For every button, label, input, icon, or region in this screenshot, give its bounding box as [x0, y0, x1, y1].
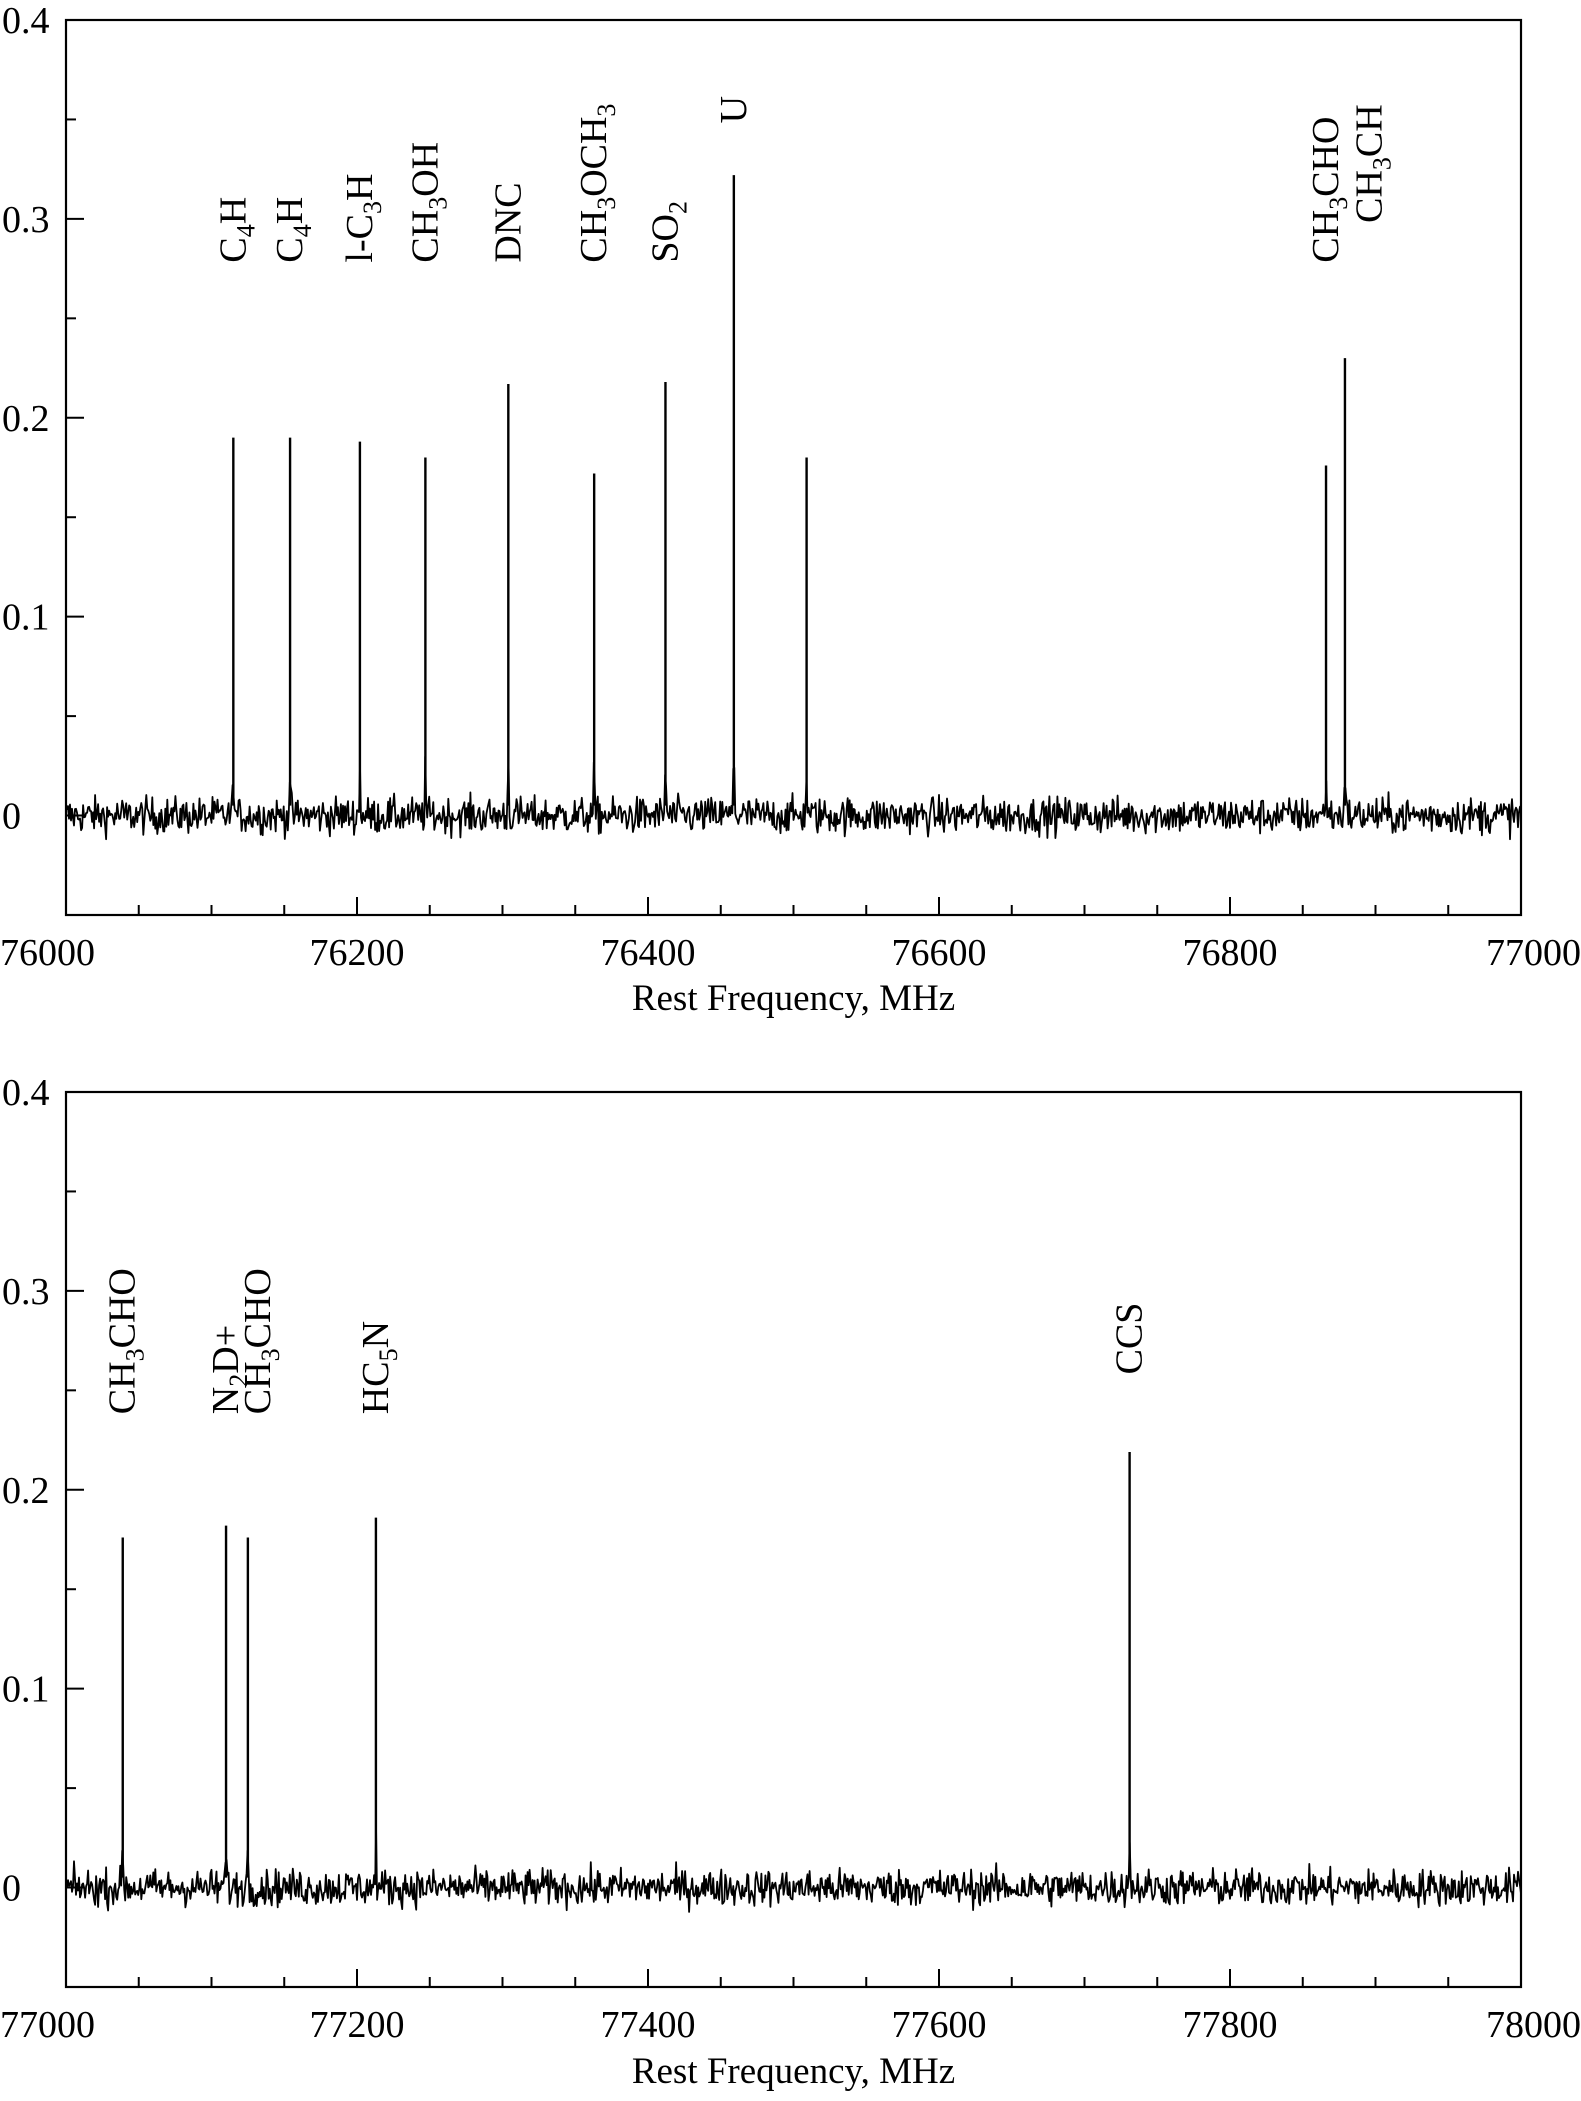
species-label: U — [713, 96, 755, 123]
x-tick-label: 77000 — [0, 2004, 95, 2046]
species-label: CH3CH — [1349, 104, 1397, 223]
x-tick-label: 76400 — [601, 932, 696, 974]
x-tick-label: 77000 — [1486, 932, 1581, 974]
y-tick-label: 0.2 — [2, 1470, 50, 1512]
species-label: SO2 — [645, 201, 693, 263]
spectrum-trace — [65, 755, 1522, 841]
species-label: CH3CHO — [102, 1268, 150, 1414]
species-label: CH3CHO — [1305, 117, 1353, 263]
species-label: HC5N — [355, 1321, 403, 1414]
plot-frame — [64, 18, 1523, 917]
x-tick-label: 77400 — [601, 2004, 696, 2046]
spectrum-panel-top: 76000 76200 76400 76600 76800 77000 0.4 0.3 0.2 0… — [0, 0, 1581, 1050]
spectrum-trace — [65, 1830, 1522, 1913]
species-label: CCS — [1109, 1303, 1151, 1375]
species-label: CH3OH — [404, 142, 452, 263]
x-tick-label: 78000 — [1486, 2004, 1581, 2046]
spectrum-panel-bottom: 77000 77200 77400 77600 77800 78000 0.4 0.3 0.2 0… — [0, 1070, 1581, 2101]
x-tick-label: 77200 — [310, 2004, 405, 2046]
y-tick-label: 0.1 — [2, 1669, 50, 1711]
y-tick-label: 0.3 — [2, 199, 50, 241]
y-tick-label: 0.2 — [2, 398, 50, 440]
y-tick-label: 0.4 — [2, 1072, 50, 1114]
y-tick-label: 0.1 — [2, 597, 50, 639]
y-tick-label: 0.3 — [2, 1271, 50, 1313]
species-label: CH3CHO — [237, 1268, 285, 1414]
species-label: C4H — [269, 197, 317, 263]
x-tick-label: 76000 — [0, 932, 95, 974]
spectrum-chart-bottom: 77000 77200 77400 77600 77800 78000 0.4 0.3 0.2 0… — [0, 1072, 1581, 2092]
x-axis-title: Rest Frequency, MHz — [632, 978, 955, 1019]
y-tick-label: 0 — [2, 1868, 21, 1910]
x-tick-label: 76800 — [1183, 932, 1278, 974]
x-tick-label: 76200 — [310, 932, 405, 974]
spectrum-chart-top: 76000 76200 76400 76600 76800 77000 0.4 0.3 0.2 0… — [0, 0, 1581, 1019]
x-tick-label: 76600 — [892, 932, 987, 974]
x-axis-title: Rest Frequency, MHz — [632, 2051, 955, 2092]
species-label: l-C3H — [339, 174, 387, 263]
y-tick-label: 0 — [2, 796, 21, 838]
species-label: C4H — [212, 197, 260, 263]
y-tick-label: 0.4 — [2, 0, 50, 42]
species-label: CH3OCH3 — [573, 104, 621, 263]
species-label: DNC — [487, 182, 529, 262]
x-tick-label: 77600 — [892, 2004, 987, 2046]
x-tick-label: 77800 — [1183, 2004, 1278, 2046]
plot-frame — [64, 1090, 1523, 1989]
species-label: N2D+ — [205, 1325, 253, 1414]
